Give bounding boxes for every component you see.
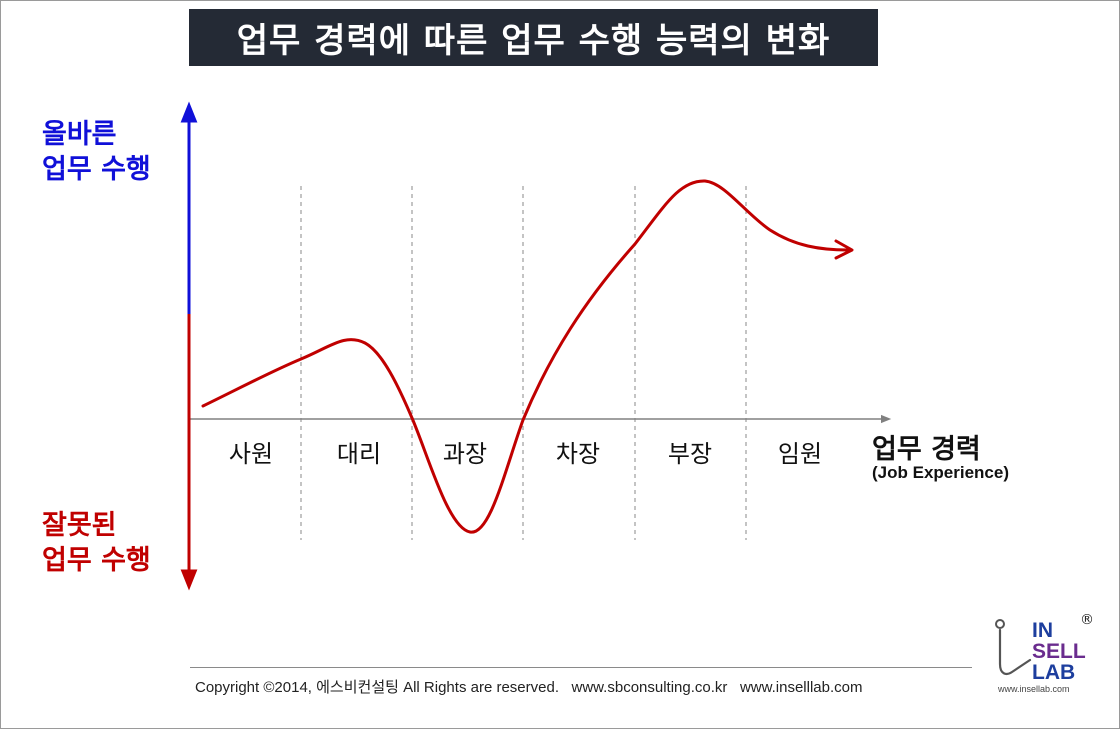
logo-url: www.insellab.com xyxy=(998,684,1070,694)
negative-performance-label: 잘못된 업무 수행 xyxy=(42,510,151,576)
footer-link-sbconsulting[interactable]: www.sbconsulting.co.kr xyxy=(571,679,728,696)
footer-text: Copyright ©2014, 에스비컨설팅 All Rights are r… xyxy=(195,676,862,697)
footer-link-inselllab[interactable]: www.inselllab.com xyxy=(739,679,863,696)
x-axis-subtitle: (Job Experience) xyxy=(872,463,1009,482)
stage-label: 차장 xyxy=(555,440,601,468)
insell-lab-logo: IN SELL LAB ® www.insellab.com xyxy=(992,612,1096,698)
curve-arrowhead xyxy=(834,239,854,260)
stage-label: 과장 xyxy=(442,440,488,468)
performance-curve xyxy=(201,179,850,534)
stage-label: 대리 xyxy=(336,440,382,468)
positive-performance-label: 올바른 업무 수행 xyxy=(42,119,151,185)
footer-divider xyxy=(190,667,972,668)
stage-label: 사원 xyxy=(228,440,274,468)
x-axis-title: 업무 경력 xyxy=(872,434,981,465)
stage-label: 부장 xyxy=(667,440,713,468)
copyright-text: Copyright ©2014, 에스비컨설팅 All Rights are r… xyxy=(195,679,559,696)
logo-sell: SELL xyxy=(1032,640,1086,663)
slide-title: 업무 경력에 따른 업무 수행 능력의 변화 xyxy=(189,9,878,66)
figure-icon xyxy=(995,619,1032,675)
logo-lab: LAB xyxy=(1032,661,1076,684)
registered-mark: ® xyxy=(1080,612,1094,628)
stage-label: 임원 xyxy=(777,440,823,468)
logo-in: IN xyxy=(1032,619,1053,642)
stage-dividers xyxy=(300,186,747,540)
